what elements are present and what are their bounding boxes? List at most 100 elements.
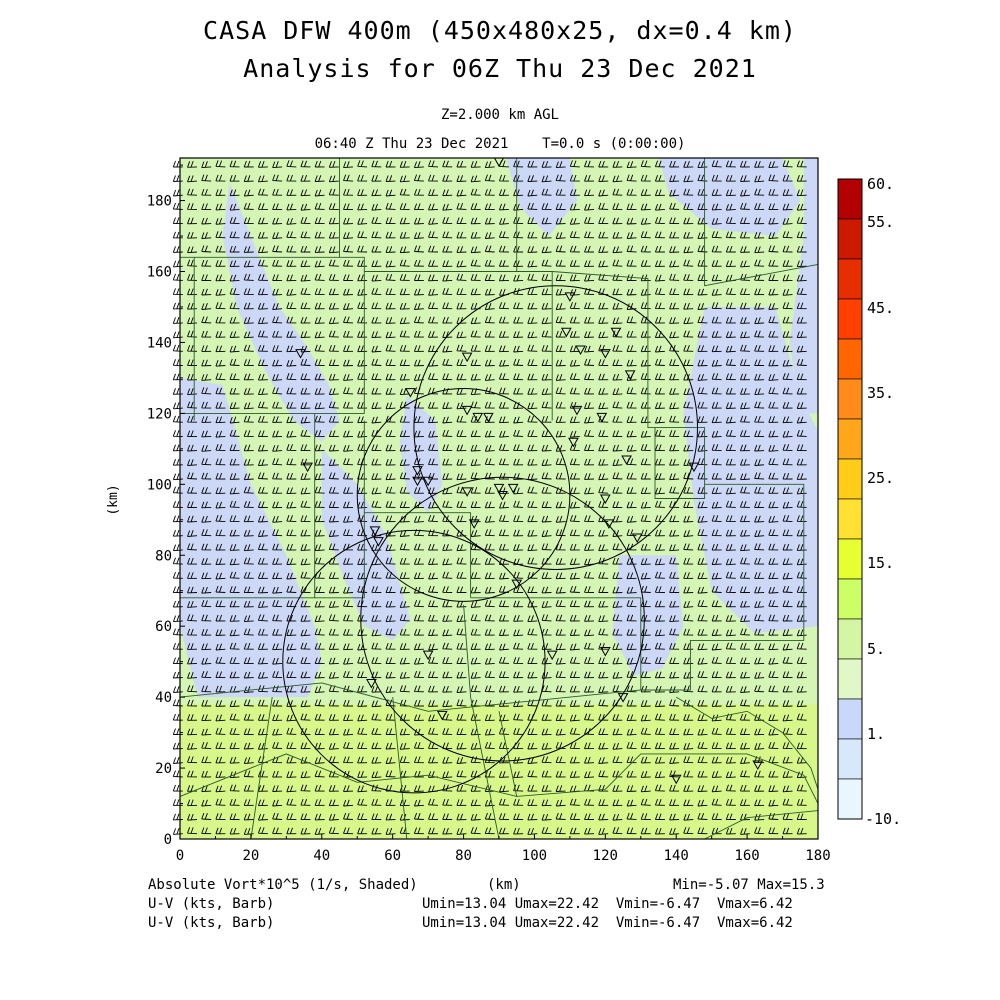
- chart-title: CASA DFW 400m (450x480x25, dx=0.4 km): [203, 16, 797, 45]
- y-tick-label-140: 140: [147, 335, 172, 351]
- valid-time-label: 06:40 Z Thu 23 Dec 2021 T=0.0 s (0:00:00…: [314, 136, 686, 152]
- colorbar-label-5: 15.: [867, 554, 894, 572]
- shade-low-vorticity-1: [222, 182, 340, 442]
- county-line-15: [704, 810, 819, 840]
- wind-barb-field: [172, 160, 807, 835]
- radar-site-22: [461, 487, 473, 497]
- colorbar-swatch-4: [837, 338, 863, 380]
- x-tick-label-40: 40: [313, 848, 330, 864]
- barb-stats-1: Umin=13.04 Umax=22.42 Vmin=-6.47 Vmax=6.…: [422, 896, 793, 912]
- colorbar-label-7: 1.: [867, 725, 885, 743]
- y-tick-label-180: 180: [147, 194, 172, 210]
- colorbar-label-3: 35.: [867, 384, 894, 402]
- shade-low-vorticity-3: [506, 158, 577, 236]
- y-tick-label-60: 60: [155, 619, 172, 635]
- county-line-16: [675, 696, 819, 790]
- field-label-vorticity: Absolute Vort*10^5 (1/s, Shaded): [148, 877, 418, 893]
- shade-yellow-green: [180, 704, 818, 839]
- colorbar-label-2: 45.: [867, 299, 894, 317]
- colorbar-frame: [837, 178, 863, 820]
- x-tick-label-100: 100: [522, 848, 547, 864]
- radar-site-35: [599, 647, 611, 657]
- radar-sites: [295, 157, 764, 785]
- y-tick-label-100: 100: [147, 477, 172, 493]
- colorbar: 60. 55. 45. 35. 25. 15. 5. 1. -10.: [837, 175, 901, 828]
- radar-site-2: [564, 292, 576, 302]
- radar-site-19: [412, 466, 423, 476]
- y-tick-label-0: 0: [164, 832, 172, 848]
- shade-low-vorticity-4: [658, 158, 801, 236]
- field-label-barb-1: U-V (kts, Barb): [148, 896, 275, 912]
- county-boundaries: [179, 158, 819, 840]
- level-label: Z=2.000 km AGL: [440, 107, 559, 123]
- radar-site-23: [497, 490, 508, 501]
- colorbar-swatch-15: [837, 778, 863, 820]
- radar-site-15: [568, 437, 579, 448]
- radar-site-30: [369, 526, 381, 536]
- radar-site-36: [366, 678, 377, 689]
- radar-site-9: [624, 370, 636, 380]
- y-axis-label: (km): [106, 484, 121, 515]
- radar-site-25: [493, 483, 505, 494]
- radar-site-34: [546, 650, 558, 661]
- radar-site-16: [621, 455, 632, 466]
- colorbar-swatch-6: [837, 418, 863, 460]
- shade-low-vorticity-6: [683, 307, 818, 634]
- radar-site-20: [412, 476, 423, 487]
- y-axis: 0 20 40 60 80 100 120 140 160 180: [147, 164, 185, 848]
- county-line-6: [552, 271, 706, 499]
- radar-ring-1: [360, 476, 645, 762]
- county-line-14: [179, 753, 517, 797]
- county-line-12: [250, 697, 273, 840]
- radar-site-21: [422, 476, 434, 487]
- radar-ring-0: [282, 529, 546, 794]
- x-axis: 0 20 40 60 80 100 120 140 160 180: [176, 834, 831, 864]
- x-tick-label-60: 60: [384, 848, 401, 864]
- colorbar-swatch-9: [837, 538, 863, 580]
- radar-site-26: [599, 494, 611, 505]
- county-line-18: [392, 697, 408, 840]
- radar-site-11: [472, 412, 484, 423]
- colorbar-swatch-12: [837, 658, 863, 700]
- min-max-label: Min=-5.07 Max=15.3: [673, 877, 825, 893]
- radar-site-12: [483, 412, 494, 423]
- x-tick-label-140: 140: [664, 848, 689, 864]
- radar-site-28: [603, 519, 615, 529]
- radar-site-24: [507, 483, 519, 494]
- radar-ring-2: [356, 388, 571, 602]
- radar-site-3: [560, 327, 572, 338]
- radar-site-29: [631, 533, 643, 544]
- barb-stats-2: Umin=13.04 Umax=22.42 Vmin=-6.47 Vmax=6.…: [422, 915, 793, 931]
- county-line-17: [463, 604, 500, 840]
- colorbar-label-8: -10.: [865, 810, 901, 828]
- colorbar-label-6: 5.: [867, 640, 885, 658]
- radar-site-39: [670, 774, 682, 785]
- colorbar-swatch-10: [837, 578, 863, 620]
- radar-site-18: [302, 462, 313, 473]
- chart-subtitle: Analysis for 06Z Thu 23 Dec 2021: [243, 54, 757, 83]
- colorbar-label-0: 60.: [867, 175, 894, 193]
- colorbar-swatch-8: [837, 498, 863, 540]
- radar-site-4: [610, 327, 622, 338]
- radar-site-8: [405, 388, 416, 398]
- radar-site-13: [571, 405, 583, 416]
- shade-low-vorticity-5: [789, 158, 818, 414]
- county-line-11: [179, 682, 641, 712]
- radar-ring-3: [413, 285, 698, 570]
- colorbar-label-4: 25.: [867, 469, 894, 487]
- x-tick-label-0: 0: [176, 848, 184, 864]
- county-line-5: [704, 158, 819, 287]
- radar-site-33: [422, 650, 434, 661]
- colorbar-label-1: 55.: [867, 213, 894, 231]
- x-axis-label: (km): [487, 877, 521, 893]
- x-tick-label-120: 120: [593, 848, 618, 864]
- radar-site-1: [295, 349, 306, 359]
- vorticity-shading: [180, 158, 818, 839]
- radar-site-6: [599, 349, 611, 359]
- x-tick-label-20: 20: [242, 848, 259, 864]
- colorbar-swatch-0: [837, 178, 863, 220]
- radar-site-27: [468, 519, 480, 529]
- radar-site-7: [461, 352, 473, 363]
